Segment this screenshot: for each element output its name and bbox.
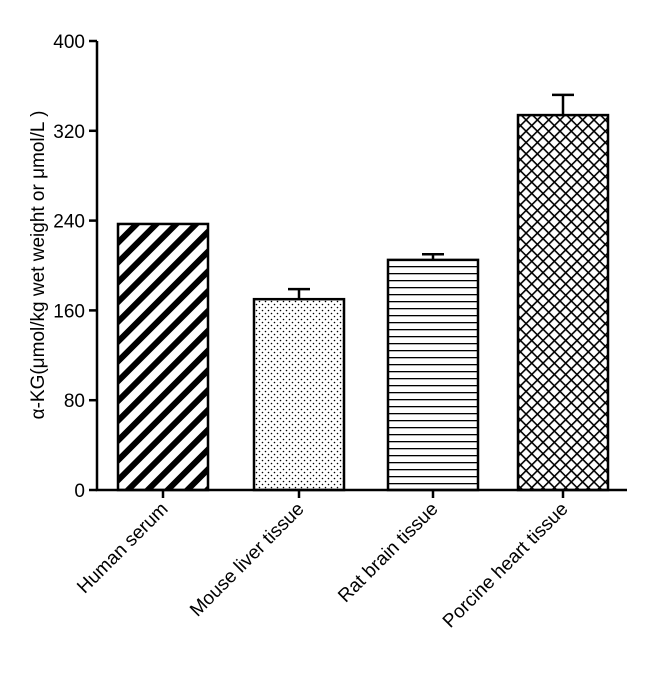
y-tick-label: 240: [53, 212, 85, 233]
bar-rat-brain-tissue: [386, 258, 480, 492]
x-tick-label: Porcine heart tissue: [439, 499, 573, 633]
y-tick-label: 0: [74, 481, 85, 502]
y-tick-label: 400: [53, 32, 85, 53]
y-tick-label: 80: [64, 391, 85, 412]
bars-layer: [116, 113, 610, 492]
y-tick-label: 320: [53, 122, 85, 143]
x-ticks-layer: Human serum Mouse liver tissue Rat brain t…: [73, 490, 573, 633]
x-tick-label: Rat brain tissue: [334, 499, 442, 607]
axes-layer: [95, 41, 627, 492]
y-ticks-layer: 0 80 160 240 320 400: [53, 32, 97, 502]
y-tick-label: 160: [53, 301, 85, 322]
x-tick-label: Mouse liver tissue: [186, 499, 308, 621]
bar-human-serum: [116, 222, 210, 492]
y-axis-label: α-KG(μmol/kg wet weight or μmol/L ): [28, 111, 49, 420]
x-tick-label: Human serum: [73, 499, 172, 598]
bar-mouse-liver-tissue: [252, 297, 346, 492]
error-bars-layer: [288, 93, 574, 300]
bar-porcine-heart-tissue: [516, 113, 610, 492]
